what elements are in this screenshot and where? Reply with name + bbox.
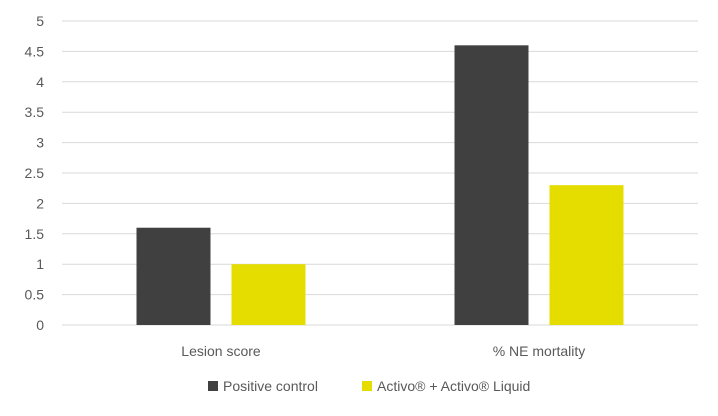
legend-label: Activo® + Activo® Liquid bbox=[377, 378, 530, 394]
bars bbox=[136, 45, 624, 325]
y-tick-label: 1 bbox=[36, 256, 44, 272]
y-tick-label: 3 bbox=[36, 135, 44, 151]
y-tick-label: 4 bbox=[36, 74, 44, 90]
legend: Positive control Activo® + Activo® Liquid bbox=[208, 378, 530, 394]
x-axis-categories: Lesion score % NE mortality bbox=[181, 343, 585, 359]
legend-label: Positive control bbox=[223, 378, 318, 394]
y-tick-label: 2 bbox=[36, 195, 44, 211]
legend-swatch bbox=[208, 381, 218, 391]
y-tick-label: 0.5 bbox=[25, 287, 45, 303]
y-axis-ticks: 0 0.5 1 1.5 2 2.5 3 3.5 4 4.5 5 bbox=[25, 13, 45, 333]
bar bbox=[454, 45, 529, 325]
y-tick-label: 3.5 bbox=[25, 104, 45, 120]
bar bbox=[549, 185, 624, 325]
y-tick-label: 2.5 bbox=[25, 165, 45, 181]
legend-swatch bbox=[362, 381, 372, 391]
x-category-label: % NE mortality bbox=[493, 343, 586, 359]
y-tick-label: 4.5 bbox=[25, 43, 45, 59]
y-tick-label: 5 bbox=[36, 13, 44, 29]
bar bbox=[231, 264, 306, 325]
x-category-label: Lesion score bbox=[181, 343, 261, 359]
y-tick-label: 0 bbox=[36, 317, 44, 333]
bar bbox=[136, 227, 211, 325]
y-tick-label: 1.5 bbox=[25, 226, 45, 242]
